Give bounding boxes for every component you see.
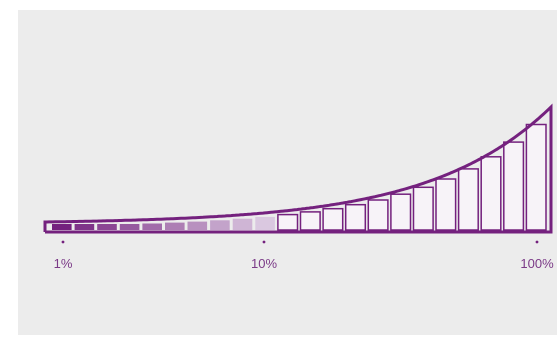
tick-mark-100pct bbox=[535, 240, 539, 244]
gauge-bar bbox=[165, 222, 185, 230]
gauge-bar bbox=[435, 178, 457, 231]
gauge-bar bbox=[503, 141, 525, 231]
gauge-bar bbox=[187, 221, 208, 230]
gauge-bar bbox=[52, 224, 72, 230]
gauge-bar bbox=[210, 220, 230, 230]
tick-mark-1pct bbox=[61, 240, 65, 244]
gauge-bar bbox=[142, 223, 162, 230]
gauge-bar bbox=[299, 211, 321, 231]
gauge-bar bbox=[390, 193, 412, 231]
gauge-outline bbox=[43, 103, 553, 234]
tick-mark-10pct bbox=[262, 240, 266, 244]
gauge-bar bbox=[525, 123, 547, 231]
gauge-bar bbox=[74, 224, 95, 230]
gauge-bar bbox=[255, 216, 275, 230]
tick-label-100pct: 100% bbox=[520, 256, 554, 271]
tick-label-10pct: 10% bbox=[251, 256, 277, 271]
gauge-bar bbox=[457, 168, 479, 231]
gauge-bar bbox=[97, 224, 117, 230]
gauge-bar bbox=[367, 199, 389, 231]
gauge-bar bbox=[232, 218, 253, 230]
gauge-bar bbox=[480, 156, 502, 231]
gauge-bar bbox=[412, 186, 434, 231]
gauge-bars bbox=[52, 123, 547, 231]
gauge-bar bbox=[322, 207, 344, 231]
gauge-bar bbox=[119, 224, 140, 230]
gauge-bar bbox=[344, 203, 367, 231]
gauge-bar bbox=[277, 213, 299, 231]
tick-label-1pct: 1% bbox=[54, 256, 73, 271]
